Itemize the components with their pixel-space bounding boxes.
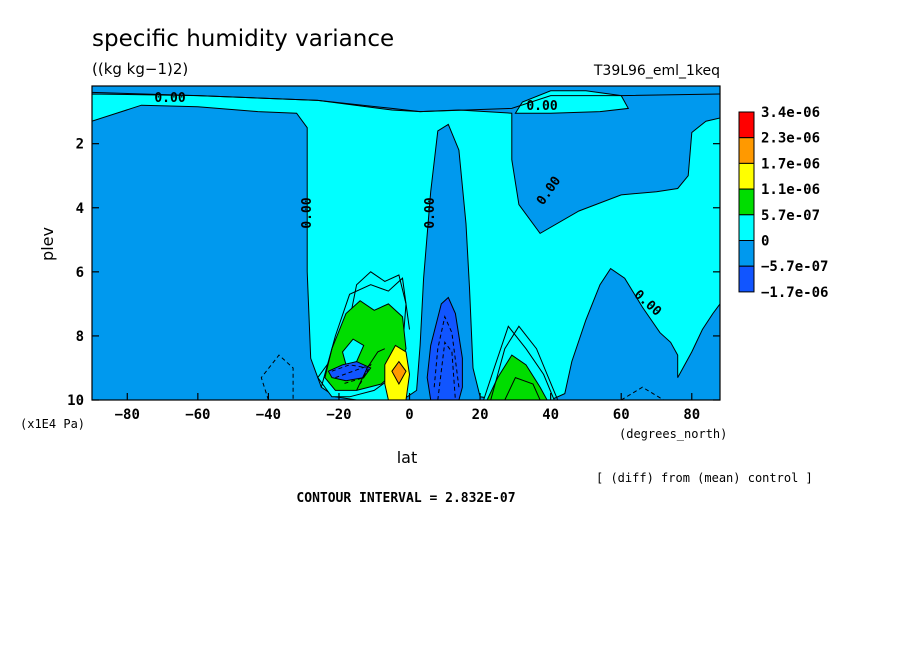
colorbar-label: 2.3e-06: [761, 131, 820, 147]
plot-area: [92, 86, 720, 400]
contour-line: [504, 376, 541, 400]
x-axis-label: lat: [397, 448, 418, 467]
contour-region-green-right: [486, 354, 548, 400]
contour-line: [490, 325, 559, 400]
x-tick-label: −60: [185, 407, 210, 423]
contour-label: 0.00: [526, 99, 557, 114]
colorbar-label: −5.7e-07: [761, 259, 828, 275]
diff-note: [ (diff) from (mean) control ]: [596, 471, 813, 485]
contour-region-cyan-hole-left: [341, 338, 365, 366]
chart-title: specific humidity variance: [92, 26, 394, 52]
colorbar-swatch: [738, 214, 755, 242]
colorbar-swatch: [738, 265, 755, 293]
x-tick-label: 0: [405, 407, 413, 423]
contour-line: [260, 354, 294, 400]
colorbar-label: 0: [761, 234, 769, 250]
x-tick-label: 60: [613, 407, 630, 423]
y-tick-label: 2: [76, 137, 84, 153]
contour-line: [433, 315, 460, 388]
colorbar-label: 1.1e-06: [761, 182, 820, 198]
run-label: T39L96_eml_1keq: [593, 63, 720, 79]
contour-label: 0.00: [154, 91, 185, 106]
contour-line: [92, 91, 720, 113]
contour-line: [437, 340, 456, 400]
y-axis-label: plev: [38, 227, 57, 261]
x-axis-units: (degrees_north): [619, 427, 727, 441]
colorbar-label: 5.7e-07: [761, 208, 820, 224]
contour-interval: CONTOUR INTERVAL = 2.832E-07: [296, 491, 515, 506]
x-tick-label: −80: [115, 407, 140, 423]
contour-label: 0.00: [423, 197, 438, 228]
colorbar-swatch: [738, 137, 755, 164]
contour-label: 0.00: [300, 197, 315, 228]
colorbar-swatch: [738, 111, 755, 139]
plot-frame: [91, 85, 721, 401]
x-tick-label: −20: [326, 407, 351, 423]
y-axis: 2 4 6 8 10: [67, 137, 720, 409]
chart-units: ((kg kg−1)2): [92, 60, 188, 78]
contour-region-orange-left: [391, 360, 407, 386]
x-axis: −80 −60 −40 −20 0 20 40 60 80: [115, 393, 700, 423]
colorbar-label: −1.7e-06: [761, 285, 828, 301]
colorbar-label: 1.7e-06: [761, 156, 820, 172]
contour-line: [356, 348, 386, 391]
contour-line: [335, 363, 372, 385]
contour-line: [320, 277, 410, 388]
x-tick-label: −40: [256, 407, 281, 423]
colorbar-label: 3.4e-06: [761, 105, 820, 121]
y-axis-units: (x1E4 Pa): [20, 417, 85, 431]
y-tick-label: 8: [76, 329, 84, 345]
y-tick-label: 4: [76, 201, 84, 217]
y-tick-label: 6: [76, 265, 84, 281]
contour-line: [620, 386, 664, 400]
contour-lines: [92, 91, 720, 400]
y-tick-label: 10: [67, 393, 84, 409]
colorbar-swatch: [738, 188, 755, 216]
colorbar-swatch: [738, 162, 755, 190]
x-tick-label: 40: [542, 407, 559, 423]
x-tick-label: 80: [683, 407, 700, 423]
colorbar-swatch: [738, 240, 755, 267]
x-tick-label: 20: [472, 407, 489, 423]
colorbar: 3.4e-06 2.3e-06 1.7e-06 1.1e-06 5.7e-07 0 −5.7…: [738, 105, 828, 301]
contour-line: [331, 364, 368, 385]
filled-contours: [92, 86, 720, 400]
